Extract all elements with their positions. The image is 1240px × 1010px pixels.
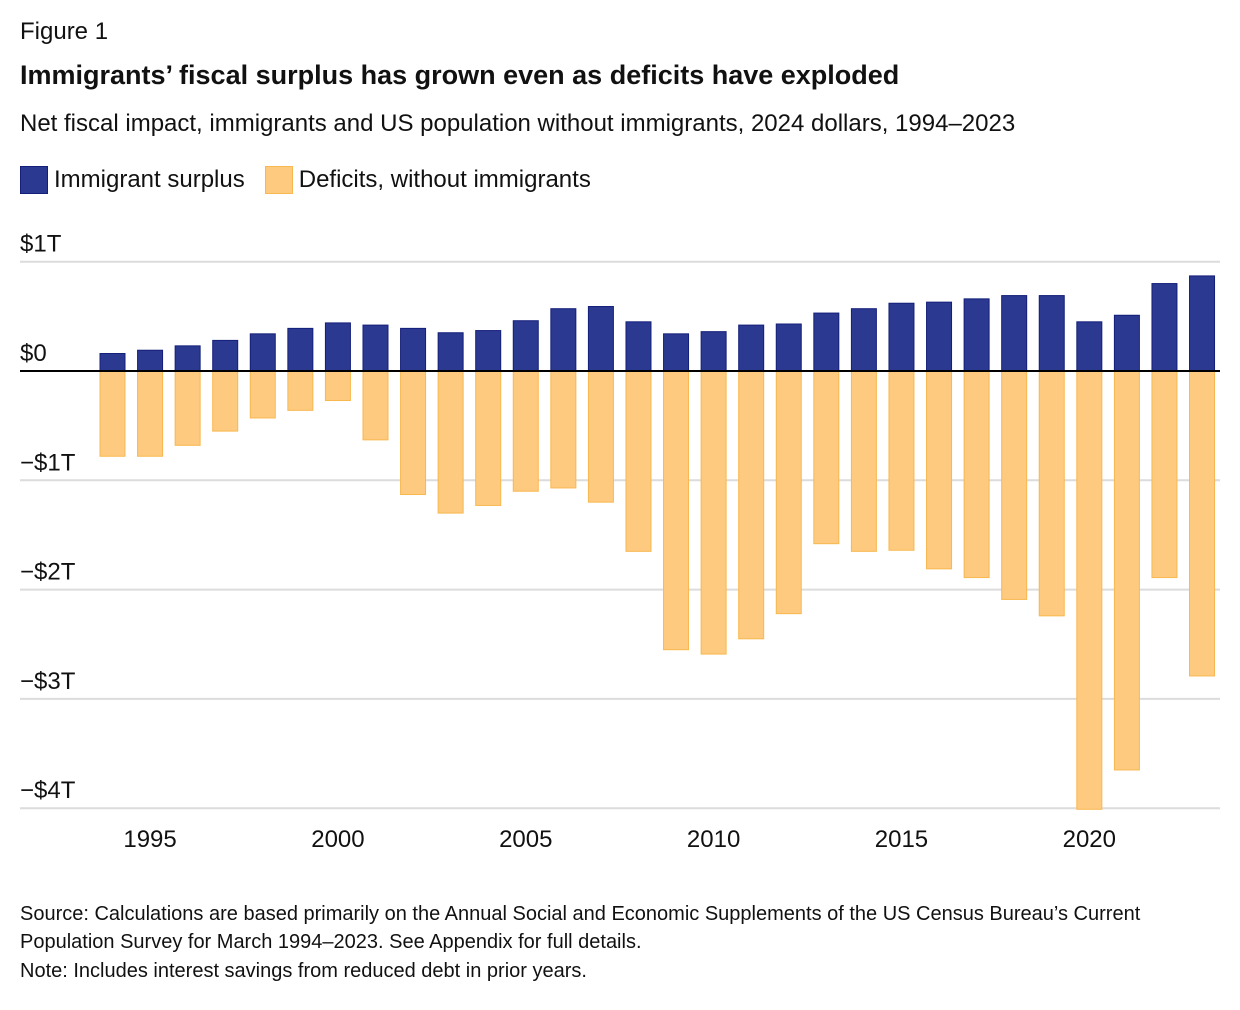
bar-surplus <box>287 327 314 372</box>
bar-deficit <box>400 370 427 496</box>
bar-deficit <box>1001 370 1028 600</box>
bar-deficit <box>775 370 802 615</box>
bar-deficit <box>926 370 953 570</box>
legend-label: Deficits, without immigrants <box>298 166 591 193</box>
legend-item-surplus: Immigrant surplus <box>20 166 245 194</box>
x-tick-label: 2020 <box>1063 826 1116 853</box>
bar-deficit <box>99 370 126 457</box>
legend-swatch-surplus <box>20 166 48 194</box>
bar-surplus <box>137 349 164 372</box>
bar-surplus <box>512 320 539 372</box>
legend: Immigrant surplus Deficits, without immi… <box>20 166 611 194</box>
bar-surplus <box>174 345 201 372</box>
bar-surplus <box>324 322 351 372</box>
bar-deficit <box>1151 370 1178 579</box>
bar-surplus <box>1076 321 1103 372</box>
footnote: Note: Includes interest savings from red… <box>20 960 587 982</box>
bar-surplus <box>1113 314 1140 372</box>
bar-deficit <box>1113 370 1140 771</box>
bar-deficit <box>888 370 915 551</box>
bar-deficit <box>437 370 464 514</box>
legend-swatch-deficits <box>264 166 293 194</box>
bar-surplus <box>738 324 765 372</box>
bar-deficit <box>1038 370 1065 617</box>
bar-deficit <box>174 370 201 446</box>
bar-surplus <box>437 332 464 372</box>
bar-surplus <box>587 306 614 372</box>
y-tick-label: $0 <box>20 340 47 367</box>
x-tick-label: 2000 <box>311 826 364 853</box>
bar-deficit <box>550 370 577 489</box>
bar-surplus <box>99 353 126 372</box>
y-tick-label: $1T <box>20 231 62 258</box>
bar-surplus <box>963 298 990 372</box>
bar-deficit <box>1189 370 1216 677</box>
legend-item-deficits: Deficits, without immigrants <box>264 166 591 194</box>
x-tick-label: 1995 <box>123 826 176 853</box>
bar-deficit <box>663 370 690 651</box>
bar-deficit <box>963 370 990 579</box>
bar-surplus <box>888 302 915 372</box>
bar-deficit <box>1076 370 1103 810</box>
bar-surplus <box>400 327 427 372</box>
bar-surplus <box>249 333 276 372</box>
x-tick-label: 2005 <box>499 826 552 853</box>
x-tick-label: 2015 <box>875 826 928 853</box>
bar-surplus <box>1189 275 1216 372</box>
bar-surplus <box>663 333 690 372</box>
bar-deficit <box>362 370 389 441</box>
bar-surplus <box>625 321 652 372</box>
bar-deficit <box>587 370 614 503</box>
x-tick-label: 2010 <box>687 826 740 853</box>
bar-surplus <box>1001 295 1028 372</box>
bar-surplus <box>362 324 389 372</box>
chart-subtitle: Net fiscal impact, immigrants and US pop… <box>20 110 1016 137</box>
bar-surplus <box>926 301 953 372</box>
bar-surplus <box>850 308 877 372</box>
bar-deficit <box>249 370 276 419</box>
source-note: Source: Calculations are based primarily… <box>20 903 1141 953</box>
bar-surplus <box>1038 295 1065 372</box>
bar-deficit <box>324 370 351 402</box>
bar-surplus <box>550 308 577 372</box>
legend-label: Immigrant surplus <box>54 166 245 193</box>
bar-deficit <box>700 370 727 655</box>
bar-deficit <box>287 370 314 411</box>
y-tick-label: −$4T <box>20 777 76 804</box>
bar-deficit <box>738 370 765 640</box>
bar-deficit <box>512 370 539 492</box>
chart-title: Immigrants’ fiscal surplus has grown eve… <box>20 60 900 90</box>
bar-surplus <box>775 323 802 372</box>
bar-surplus <box>813 312 840 372</box>
bar-deficit <box>625 370 652 552</box>
y-tick-label: −$2T <box>20 559 76 586</box>
y-tick-label: −$1T <box>20 449 76 476</box>
figure-label: Figure 1 <box>20 18 109 45</box>
bar-deficit <box>212 370 239 432</box>
bar-deficit <box>475 370 502 506</box>
bar-deficit <box>850 370 877 552</box>
bar-chart: $1T $0 −$1T −$2T −$3T −$4T 1995 2000 2005 2010 201… <box>20 231 1220 853</box>
bar-surplus <box>700 331 727 372</box>
bar-surplus <box>1151 283 1178 372</box>
bar-surplus <box>212 339 239 372</box>
y-tick-label: −$3T <box>20 668 76 695</box>
bar-deficit <box>813 370 840 545</box>
bar-deficit <box>137 370 164 457</box>
bar-surplus <box>475 330 502 372</box>
